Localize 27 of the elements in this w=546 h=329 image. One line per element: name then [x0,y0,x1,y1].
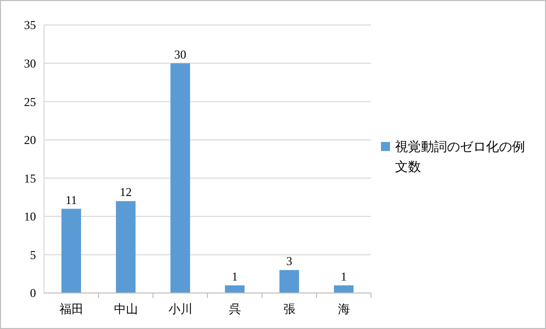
x-tick-label: 小川 [168,302,192,316]
data-label: 12 [120,185,132,200]
x-tick-label: 福田 [59,302,84,316]
y-tick-label: 20 [24,133,36,148]
data-label: 3 [286,254,292,268]
x-tick-label: 海 [338,302,350,316]
data-label: 1 [232,269,238,284]
y-tick-label: 5 [30,248,36,262]
y-tick-label: 30 [24,56,36,70]
bar [170,63,190,293]
bar [116,201,136,293]
bar [334,285,354,293]
data-label: 30 [174,47,186,62]
data-label: 1 [340,269,347,284]
y-tick-label: 15 [24,171,36,186]
bar [61,208,82,293]
x-tick-label: 中山 [114,302,138,316]
y-tick-label: 25 [24,94,36,109]
y-tick-label: 35 [24,18,36,32]
x-tick-label: 呉 [228,302,241,316]
bar [224,285,245,293]
data-label: 11 [65,192,78,207]
x-tick-label: 張 [283,302,296,316]
bar [279,270,300,293]
y-tick-label: 0 [30,286,36,300]
y-tick-label: 10 [24,210,36,224]
legend-label: 視覚動詞のゼロ化の例文数 [395,140,525,175]
